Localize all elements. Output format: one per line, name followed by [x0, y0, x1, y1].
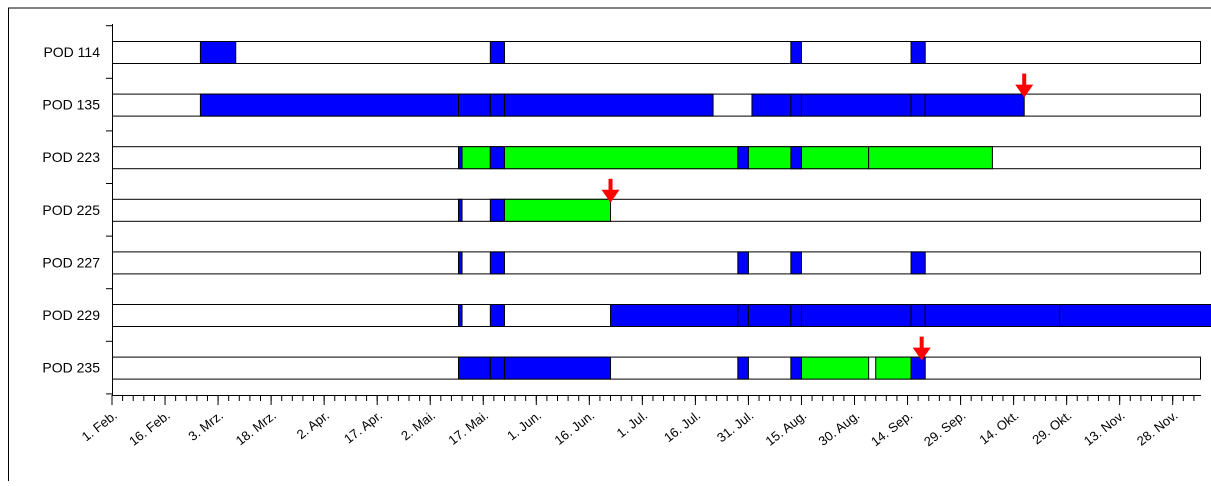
row-track — [112, 251, 1201, 275]
gantt-segment-blue — [910, 356, 926, 380]
gantt-segment-green — [875, 356, 912, 380]
gantt-segment-green — [800, 146, 870, 170]
row-track — [112, 41, 1201, 64]
gantt-segment-blue — [910, 304, 926, 327]
marker-arrow-shaft — [608, 178, 613, 191]
gantt-segment-green — [800, 356, 870, 380]
gantt-row: POD 225 — [42, 198, 1201, 222]
gantt-segment-blue — [503, 356, 612, 380]
gantt-segment-blue — [489, 41, 505, 64]
gantt-segment-blue — [751, 93, 792, 117]
row-label: POD 114 — [43, 44, 100, 60]
marker-arrow-shaft — [919, 336, 924, 349]
x-tick-label: 17. Apr. — [341, 408, 385, 447]
gantt-segment-green — [503, 198, 612, 222]
gantt-segment-blue — [790, 304, 802, 327]
gantt-segment-blue — [737, 251, 749, 275]
gantt-row: POD 229 — [42, 304, 1211, 327]
gantt-segment-blue — [737, 146, 749, 170]
x-tick-label: 3. Mrz. — [185, 408, 226, 444]
rows-layer: POD 114 POD 135 POD 223 POD 225 POD 227 POD 2… — [42, 24, 1211, 395]
x-tick-label: 16. Feb. — [126, 408, 173, 449]
x-tick-label: 29. Sep. — [921, 408, 968, 450]
x-tick-label: 29. Okt. — [1029, 408, 1074, 448]
gantt-segment-blue — [800, 93, 912, 117]
x-tick-label: 1. Jun. — [504, 408, 544, 444]
marker-arrow-icon — [912, 347, 931, 361]
x-tick-label: 28. Nov. — [1134, 408, 1181, 449]
markers-layer — [601, 73, 1034, 361]
gantt-row: POD 235 — [42, 356, 1201, 380]
gantt-segment-blue — [199, 93, 459, 117]
x-tick-label: 1. Feb. — [79, 408, 120, 445]
x-tick-label: 14. Sep. — [868, 408, 915, 450]
row-label: POD 227 — [42, 254, 100, 270]
gantt-segment-blue — [489, 304, 505, 327]
gantt-segment-blue — [924, 304, 1061, 327]
row-label: POD 225 — [42, 202, 100, 218]
marker-arrow-icon — [1015, 84, 1034, 98]
gantt-segment-blue — [458, 304, 463, 327]
x-tick-label: 17. Mai. — [445, 408, 491, 448]
gantt-segment-blue — [924, 93, 1025, 117]
gantt-segment-blue — [503, 93, 714, 117]
gantt-segment-blue — [790, 41, 802, 64]
row-track — [112, 356, 1201, 380]
marker-arrow-shaft — [1022, 73, 1027, 86]
row-label: POD 223 — [42, 149, 100, 165]
gantt-segment-blue — [489, 356, 505, 380]
row-track — [112, 198, 1201, 222]
x-tick-label: 16. Jul. — [661, 408, 703, 446]
x-axis: 1. Feb. 16. Feb. 3. Mrz. 18. Mrz. 2. Apr. 17.… — [79, 395, 1201, 449]
gantt-segment-blue — [910, 251, 926, 275]
gantt-segment-blue — [790, 146, 802, 170]
gantt-segment-blue — [489, 251, 505, 275]
gantt-segment-blue — [737, 304, 749, 327]
x-tick-label: 1. Jul. — [614, 408, 651, 441]
x-tick-label: 18. Mrz. — [233, 408, 279, 449]
gantt-segment-blue — [489, 93, 505, 117]
gantt-segment-blue — [800, 304, 912, 327]
gantt-segment-blue — [458, 198, 463, 222]
x-tick-label: 30. Aug. — [816, 408, 863, 449]
gantt-segment-blue — [489, 198, 505, 222]
gantt-segment-blue — [610, 304, 739, 327]
gantt-segment-blue — [458, 251, 463, 275]
x-tick-label: 2. Mai. — [398, 408, 438, 444]
gantt-segment-blue — [199, 41, 237, 64]
gantt-row: POD 135 — [42, 93, 1201, 117]
gantt-segment-green — [461, 146, 491, 170]
row-label: POD 135 — [42, 97, 100, 113]
gantt-segment-blue — [790, 356, 802, 380]
gantt-segment-blue — [458, 146, 463, 170]
row-label: POD 229 — [42, 307, 100, 323]
marker-arrow-icon — [601, 189, 620, 203]
gantt-segment-blue — [790, 251, 802, 275]
x-tick-label: 13. Nov. — [1081, 408, 1128, 449]
x-tick-label: 14. Okt. — [976, 408, 1021, 448]
x-tick-label: 16. Jun. — [551, 408, 597, 448]
gantt-segment-blue — [910, 93, 926, 117]
gantt-segment-blue — [458, 93, 491, 117]
gantt-segment-blue — [737, 356, 749, 380]
x-tick-label: 15. Aug. — [762, 408, 809, 449]
gantt-segment-blue — [489, 146, 505, 170]
gantt-row: POD 114 — [43, 41, 1201, 64]
gantt-segment-green — [503, 146, 739, 170]
gantt-segment-green — [868, 146, 993, 170]
gantt-segment-blue — [747, 304, 792, 327]
row-label: POD 235 — [42, 360, 100, 376]
gantt-segment-blue — [910, 41, 926, 64]
x-tick-label: 2. Apr. — [294, 408, 332, 443]
gantt-row: POD 223 — [42, 146, 1201, 170]
x-tick-label: 31. Jul. — [714, 408, 756, 446]
gantt-segment-blue — [790, 93, 802, 117]
gantt-row: POD 227 — [42, 251, 1201, 275]
gantt-segment-blue — [458, 356, 491, 380]
gantt-segment-blue — [1059, 304, 1211, 327]
